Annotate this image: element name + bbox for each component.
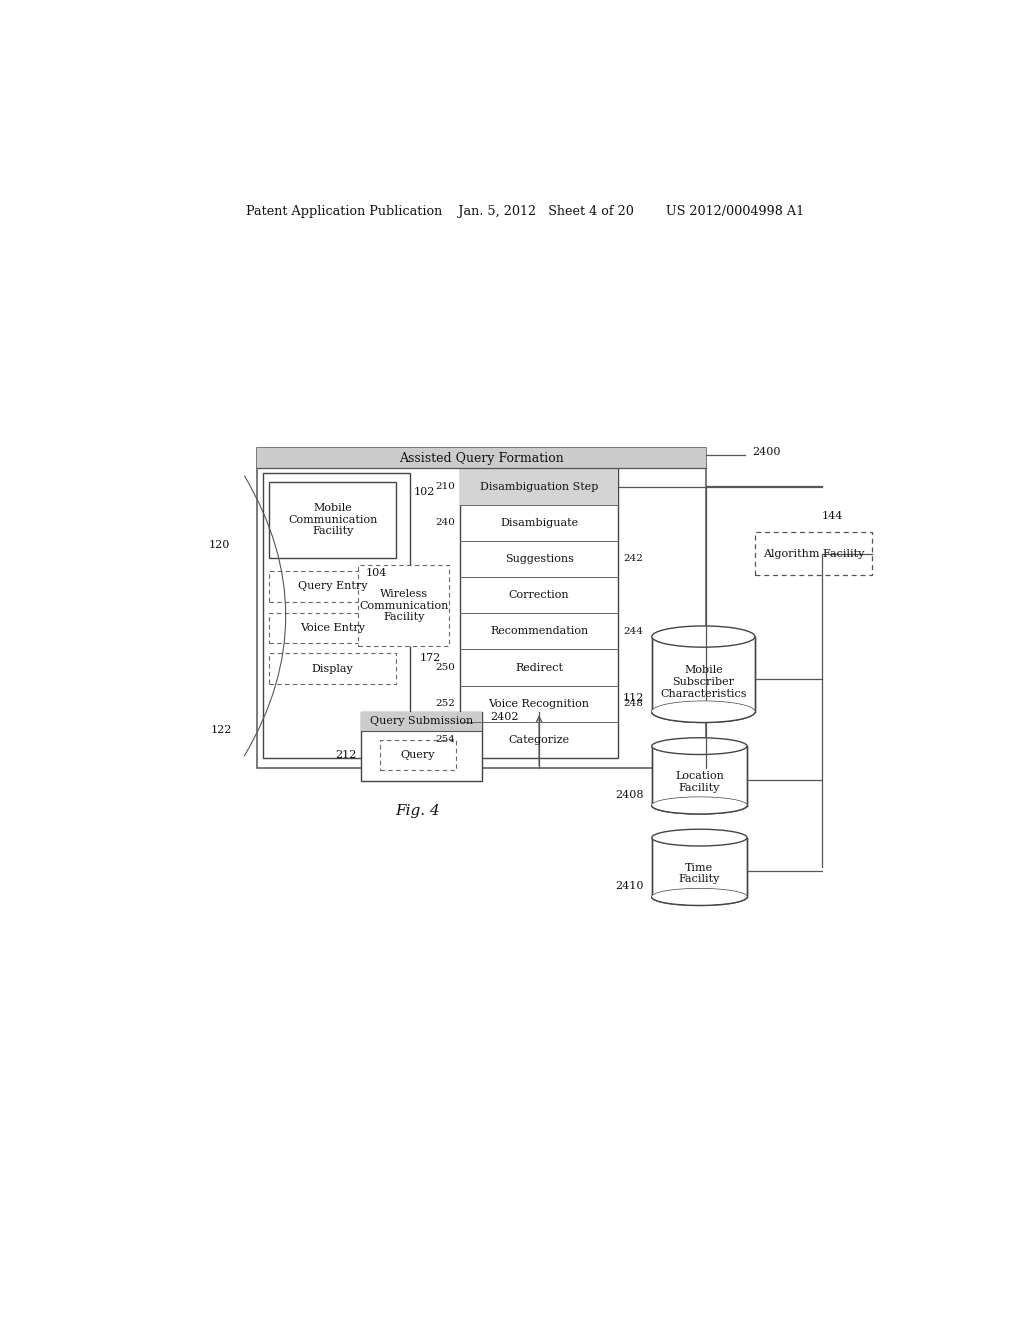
Ellipse shape: [651, 797, 746, 814]
Text: 2410: 2410: [615, 882, 644, 891]
Bar: [361, 713, 482, 781]
Bar: [257, 447, 706, 768]
Text: Redirect: Redirect: [515, 663, 563, 673]
Text: 242: 242: [624, 554, 643, 564]
Text: Query Entry: Query Entry: [298, 581, 368, 591]
Text: 120: 120: [209, 540, 230, 549]
Ellipse shape: [652, 701, 755, 722]
Text: 248: 248: [624, 700, 643, 709]
Bar: [257, 447, 706, 469]
Ellipse shape: [651, 888, 746, 906]
Text: Voice Entry: Voice Entry: [300, 623, 366, 634]
Bar: [652, 636, 755, 711]
Text: 2402: 2402: [489, 713, 518, 722]
Ellipse shape: [651, 797, 746, 814]
Bar: [269, 653, 396, 684]
Bar: [652, 838, 748, 898]
Text: 172: 172: [420, 653, 441, 664]
Bar: [358, 565, 450, 647]
Text: Wireless
Communication
Facility: Wireless Communication Facility: [359, 589, 449, 622]
Text: Voice Recognition: Voice Recognition: [488, 698, 590, 709]
Bar: [460, 469, 618, 504]
Text: Query Submission: Query Submission: [370, 717, 473, 726]
Text: Mobile
Subscriber
Characteristics: Mobile Subscriber Characteristics: [660, 665, 746, 698]
Text: 250: 250: [435, 663, 455, 672]
Bar: [263, 474, 410, 758]
Text: 244: 244: [624, 627, 643, 636]
Bar: [460, 469, 618, 758]
Text: 104: 104: [367, 568, 387, 578]
Text: Mobile
Communication
Facility: Mobile Communication Facility: [288, 503, 378, 536]
Text: 102: 102: [414, 487, 435, 496]
Text: Categorize: Categorize: [509, 735, 569, 744]
Text: Location
Facility: Location Facility: [675, 771, 724, 793]
Text: 2400: 2400: [752, 447, 780, 457]
Text: Algorithm Facility: Algorithm Facility: [763, 549, 864, 558]
Text: Fig. 4: Fig. 4: [395, 804, 440, 818]
Text: Query: Query: [400, 750, 435, 760]
Ellipse shape: [651, 738, 746, 755]
Ellipse shape: [652, 626, 755, 647]
Text: 240: 240: [435, 519, 455, 527]
Text: Assisted Query Formation: Assisted Query Formation: [399, 451, 564, 465]
Text: 2408: 2408: [615, 789, 644, 800]
Bar: [269, 482, 396, 558]
Bar: [361, 713, 482, 731]
Bar: [380, 739, 456, 771]
Text: Correction: Correction: [509, 590, 569, 601]
Text: Disambiguate: Disambiguate: [500, 517, 579, 528]
Bar: [269, 572, 396, 602]
Text: 112: 112: [623, 693, 644, 704]
Text: 210: 210: [435, 482, 455, 491]
Ellipse shape: [651, 888, 746, 906]
Text: 122: 122: [211, 725, 232, 735]
Bar: [652, 746, 748, 805]
Bar: [269, 612, 396, 643]
Text: 254: 254: [435, 735, 455, 744]
Bar: [755, 532, 872, 576]
Text: Patent Application Publication    Jan. 5, 2012   Sheet 4 of 20        US 2012/00: Patent Application Publication Jan. 5, 2…: [246, 205, 804, 218]
Text: Recommendation: Recommendation: [489, 627, 588, 636]
Text: 144: 144: [821, 511, 843, 521]
Text: 212: 212: [335, 750, 356, 760]
Text: 252: 252: [435, 700, 455, 709]
Text: Display: Display: [312, 664, 353, 673]
Text: Suggestions: Suggestions: [505, 554, 573, 564]
Ellipse shape: [652, 701, 755, 722]
Text: Time
Facility: Time Facility: [679, 863, 720, 884]
Ellipse shape: [651, 829, 746, 846]
Text: Disambiguation Step: Disambiguation Step: [480, 482, 598, 491]
